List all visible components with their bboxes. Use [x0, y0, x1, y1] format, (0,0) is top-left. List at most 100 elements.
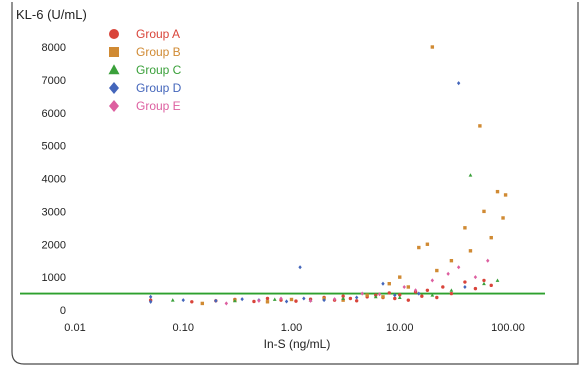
y-tick-label: 5000: [42, 141, 66, 153]
data-point: [272, 297, 277, 301]
data-point: [348, 296, 353, 301]
legend-label: Group D: [136, 81, 182, 95]
data-point: [224, 301, 229, 306]
data-point: [417, 291, 421, 296]
data-point: [468, 249, 473, 253]
x-tick-label: 10.00: [386, 322, 414, 334]
data-point: [341, 294, 345, 298]
data-point: [240, 297, 244, 302]
data-point: [294, 299, 298, 303]
data-point: [214, 298, 218, 303]
y-tick-label: 2000: [42, 239, 66, 251]
x-tick-label: 100.00: [491, 322, 525, 334]
data-point: [148, 294, 153, 299]
data-point: [495, 278, 500, 282]
data-point: [456, 81, 461, 86]
data-point: [449, 258, 454, 263]
data-point: [302, 296, 306, 301]
chart-border: [11, 2, 579, 365]
y-tick-label: 6000: [42, 108, 66, 120]
data-point: [252, 299, 256, 304]
data-point: [495, 189, 500, 194]
data-point: [365, 293, 369, 297]
legend-marker: [108, 64, 120, 75]
data-point: [482, 278, 486, 283]
legend-marker: [109, 82, 119, 94]
data-point: [265, 300, 270, 304]
data-point: [397, 295, 402, 299]
data-point: [377, 292, 382, 297]
data-point: [341, 296, 346, 300]
data-point: [420, 294, 424, 298]
data-point: [463, 226, 467, 230]
data-point: [468, 173, 473, 177]
data-point: [503, 193, 508, 197]
data-point: [279, 296, 283, 301]
data-point: [190, 300, 194, 304]
data-point: [417, 245, 421, 250]
data-point: [482, 209, 486, 214]
data-point: [387, 291, 391, 295]
legend-label: Group E: [136, 99, 181, 113]
data-point: [435, 295, 439, 300]
data-point: [360, 291, 364, 296]
data-point: [181, 298, 185, 303]
y-tick-label: 3000: [42, 206, 66, 218]
data-point: [233, 298, 237, 303]
data-point: [406, 298, 411, 302]
x-tick-label: 0.01: [64, 322, 85, 334]
data-point: [322, 298, 326, 303]
data-point: [463, 280, 467, 284]
data-point: [425, 288, 430, 292]
data-point: [200, 301, 205, 306]
legend-label: Group A: [136, 27, 180, 41]
data-point: [413, 288, 418, 293]
data-point: [402, 284, 406, 290]
data-point: [354, 299, 359, 303]
data-point: [398, 293, 402, 297]
data-point: [486, 258, 490, 263]
data-point: [381, 295, 385, 299]
data-point: [489, 235, 493, 240]
y-axis-title: KL-6 (U/mL): [16, 7, 87, 22]
plot-area: 0 1000 2000 3000 4000 5000 6000 7000 8000 0.01 0.1…: [20, 27, 545, 334]
data-point: [387, 282, 391, 286]
data-point: [284, 299, 289, 304]
data-point: [265, 296, 270, 301]
data-point: [381, 281, 385, 286]
data-point: [473, 286, 478, 291]
data-point: [257, 298, 261, 303]
data-point: [308, 298, 313, 303]
data-point: [289, 297, 294, 302]
data-point: [341, 298, 345, 302]
data-point: [170, 298, 175, 302]
data-point: [435, 268, 439, 273]
data-point: [373, 294, 378, 299]
data-point: [393, 293, 397, 298]
data-point: [473, 275, 478, 280]
data-point: [332, 297, 337, 302]
x-tick-label: 1.00: [281, 322, 302, 334]
y-tick-label: 4000: [42, 174, 66, 186]
y-tick-label: 8000: [42, 42, 66, 54]
data-point: [478, 124, 482, 128]
x-axis-title: In-S (ng/mL): [264, 337, 331, 351]
data-point: [489, 283, 493, 288]
legend-marker: [109, 47, 119, 57]
data-point: [393, 296, 397, 301]
x-tick-label: 0.10: [173, 322, 194, 334]
data-point: [449, 288, 454, 292]
data-point: [449, 291, 454, 296]
data-point: [430, 45, 435, 49]
data-point: [482, 281, 486, 286]
legend-marker: [109, 100, 119, 112]
data-point: [463, 284, 467, 290]
legend-marker: [109, 29, 119, 39]
data-point: [430, 293, 435, 297]
data-point: [430, 278, 435, 283]
data-point: [148, 299, 153, 304]
y-tick-label: 1000: [42, 272, 66, 284]
legend-label: Group B: [136, 45, 181, 59]
legend-label: Group C: [136, 63, 182, 77]
